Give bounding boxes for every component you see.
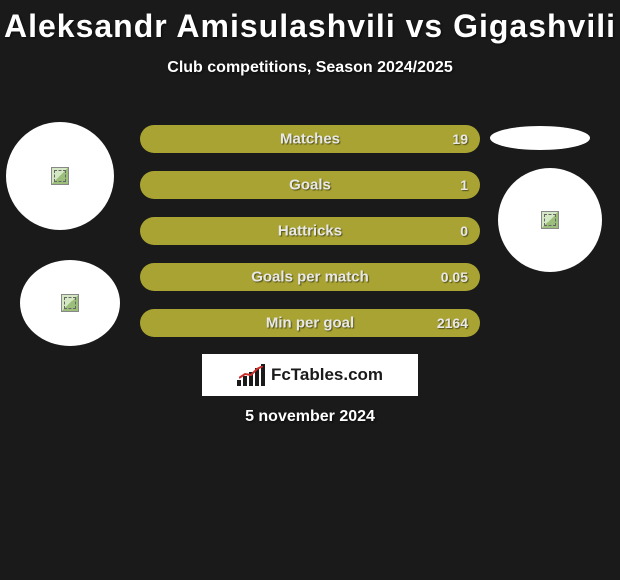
ellipse-right-top — [490, 126, 590, 150]
stat-bar-value: 0 — [460, 223, 468, 239]
comparison-subtitle: Club competitions, Season 2024/2025 — [0, 59, 620, 77]
snapshot-date: 5 november 2024 — [0, 408, 620, 426]
logo-text: FcTables.com — [271, 365, 383, 385]
stat-bar-label: Min per goal — [266, 315, 354, 332]
stat-bar-row: Goals 1 — [140, 171, 480, 199]
avatar-left-top — [6, 122, 114, 230]
stat-bar-value: 1 — [460, 177, 468, 193]
stat-bar-row: Hattricks 0 — [140, 217, 480, 245]
bar-chart-icon — [237, 364, 265, 386]
image-placeholder-icon — [61, 294, 79, 312]
stat-bar-value: 0.05 — [441, 269, 468, 285]
image-placeholder-icon — [541, 211, 559, 229]
stat-bar-label: Hattricks — [278, 223, 342, 240]
stat-bar-label: Goals — [289, 177, 331, 194]
stat-bar-label: Matches — [280, 131, 340, 148]
avatar-left-bottom — [20, 260, 120, 346]
image-placeholder-icon — [51, 167, 69, 185]
stat-bar-value: 2164 — [437, 315, 468, 331]
stat-bar-label: Goals per match — [251, 269, 369, 286]
comparison-title: Aleksandr Amisulashvili vs Gigashvili — [0, 0, 620, 45]
stat-bar-value: 19 — [452, 131, 468, 147]
stat-bar-row: Goals per match 0.05 — [140, 263, 480, 291]
fctables-logo: FcTables.com — [202, 354, 418, 396]
stat-bar-row: Matches 19 — [140, 125, 480, 153]
avatar-right — [498, 168, 602, 272]
stat-bars: Matches 19 Goals 1 Hattricks 0 Goals per match… — [140, 125, 480, 355]
stat-bar-row: Min per goal 2164 — [140, 309, 480, 337]
